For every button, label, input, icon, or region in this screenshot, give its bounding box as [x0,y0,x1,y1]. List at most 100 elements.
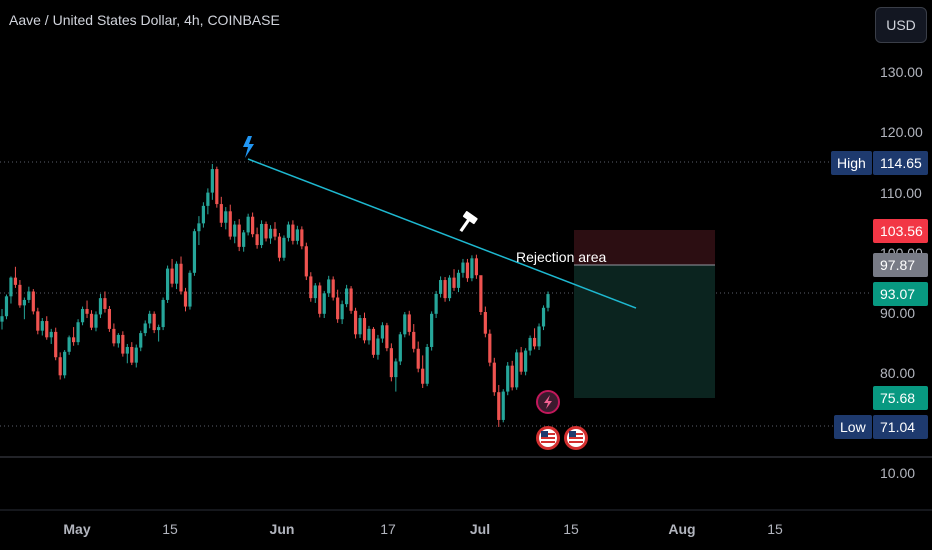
candle-body [54,331,58,358]
candle-body [259,223,264,246]
candle-body [483,311,487,334]
candle-body [443,280,447,299]
candle-body [371,328,376,355]
candle-body [45,321,49,338]
x-tick: Jun [270,521,295,537]
candle-body [161,299,165,328]
candle-body [139,333,143,348]
candle-body [461,262,465,273]
y-tick: 130.00 [880,64,923,80]
high-value: 114.65 [880,155,922,171]
candle-body [143,323,147,334]
rejection-label[interactable]: Rejection area [516,249,606,265]
candle-body [456,272,461,288]
candle-body [85,308,89,314]
candle-body [246,216,250,233]
lightning-icon[interactable] [243,136,254,158]
candle-body [331,279,335,298]
stop-zone[interactable] [574,230,715,265]
candle-body [537,326,541,347]
candle-body [479,275,483,312]
candle-body [497,392,501,420]
dividend-lightning-icon[interactable] [536,390,560,414]
candle-body [524,350,528,372]
us-economic-event-icon[interactable] [536,426,560,450]
candle-body [528,337,532,351]
candle-body [474,258,478,276]
candle-body [367,328,371,341]
candle-body [31,291,35,312]
candle-body [219,204,223,223]
candle-body [286,224,291,238]
candle-body [192,231,197,273]
candle-body [170,268,174,284]
candle-body [340,304,344,320]
candle-body [492,362,496,393]
x-tick: 15 [767,521,783,537]
candle-body [130,346,134,363]
candle-body [416,348,420,369]
candle-body [152,313,156,331]
candle-body [112,328,116,344]
target-value: 75.68 [880,390,915,406]
candle-body [210,169,214,193]
candle-body [546,294,550,308]
low-price-tag: Low 71.04 [834,415,928,439]
candle-body [327,279,331,294]
candle-body [251,216,255,235]
candle-body [148,313,152,324]
candle-body [353,310,358,335]
high-price-tag: High 114.65 [831,151,928,175]
y-tick: 110.00 [880,185,922,201]
candle-body [510,365,514,388]
candle-body [438,280,443,294]
candle-body [165,268,170,300]
candle-body [224,211,228,223]
entry-value: 97.87 [880,257,915,273]
current-price-tag: 93.07 [873,282,928,306]
candle-body [425,346,429,384]
high-label: High [837,155,866,171]
candle-body [532,337,537,347]
candle-body [515,352,519,388]
candle-body [22,299,26,306]
candle-body [322,293,326,314]
candle-body [389,348,393,378]
candle-body [0,316,4,322]
candle-body [447,277,452,299]
candle-body [309,276,313,299]
candle-body [506,365,510,392]
trendline[interactable] [247,158,637,309]
stop-value: 103.56 [880,223,923,239]
candles [0,163,550,427]
candle-body [80,308,85,323]
candle-body [465,262,470,279]
currency-button[interactable]: USD [875,7,927,43]
candle-body [380,325,385,339]
candle-body [242,232,246,247]
candle-body [349,288,353,311]
candle-body [103,298,107,309]
candle-body [67,337,71,352]
candle-body [403,314,407,335]
candle-body [519,352,523,372]
profit-zone[interactable] [574,265,715,398]
hammer-icon[interactable] [455,211,478,235]
candle-body [362,318,367,341]
entry-price-tag: 97.87 [873,253,928,277]
us-economic-event-icon[interactable] [564,426,588,450]
x-tick: May [63,521,90,537]
candle-body [300,229,304,247]
candle-body [421,368,425,384]
candle-body [49,331,53,338]
candle-body [157,327,161,331]
low-value: 71.04 [880,419,915,435]
x-tick: 15 [563,521,579,537]
current-value: 93.07 [880,286,915,302]
candle-body [40,321,44,331]
candle-body [98,298,103,315]
candle-body [385,325,389,349]
candle-body [63,351,67,376]
candle-body [76,322,80,343]
